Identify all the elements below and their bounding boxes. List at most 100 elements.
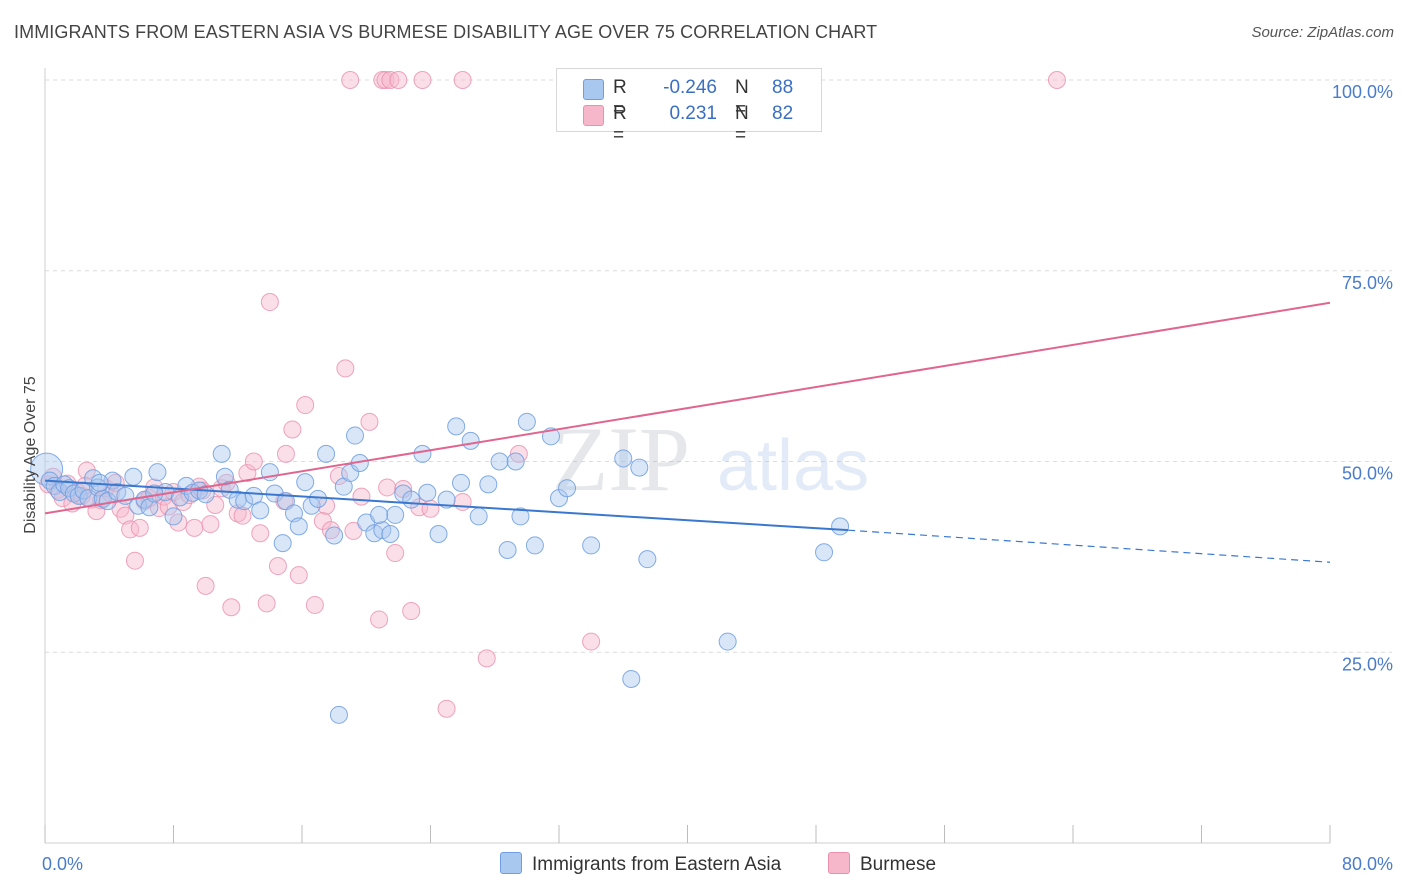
burmese-point (238, 463, 257, 482)
burmese-point (376, 71, 395, 89)
legend-swatch-blue (583, 79, 604, 100)
burmese-point (106, 473, 125, 492)
eastern-asia-point (273, 534, 292, 553)
legend-r-value: 0.231 (669, 103, 717, 124)
eastern-asia-point (638, 550, 657, 569)
burmese-point (378, 478, 397, 497)
eastern-asia-point (251, 501, 270, 520)
gridlines (45, 79, 1392, 653)
eastern-asia-point (517, 412, 536, 431)
legend-swatch-pink (583, 105, 604, 126)
burmese-point (289, 566, 308, 585)
watermark-atlas: atlas (717, 426, 869, 506)
y-tick-label: 100.0% (1332, 82, 1393, 102)
y-tick-label: 50.0% (1342, 464, 1393, 484)
burmese-point (421, 499, 440, 518)
eastern-asia-point (718, 632, 737, 651)
eastern-asia-point (402, 490, 421, 509)
eastern-asia-point (296, 473, 315, 492)
eastern-asia-point (325, 526, 344, 545)
burmese-point (268, 557, 287, 576)
burmese-point (116, 506, 135, 525)
legend-n-value: 88 (772, 77, 794, 98)
burmese-point (360, 412, 379, 431)
bottom-legend-eastern-asia: Immigrants from Eastern Asia (500, 852, 781, 876)
burmese-point (413, 71, 432, 89)
burmese-point (150, 499, 169, 518)
burmese-point (201, 515, 220, 534)
eastern-asia-point (418, 483, 437, 502)
eastern-asia-point (815, 543, 834, 562)
eastern-asia-point (490, 452, 509, 471)
burmese-point (402, 602, 421, 621)
burmese-point (283, 420, 302, 439)
eastern-asia-point (447, 417, 466, 436)
burmese-point (582, 632, 601, 651)
legend-r-value: -0.246 (663, 77, 717, 98)
eastern-asia-point (498, 541, 517, 560)
burmese-point (437, 699, 456, 718)
eastern-asia-point (140, 498, 159, 517)
burmese-point (77, 461, 96, 480)
eastern-asia-point (831, 517, 850, 536)
bottom-legend-label: Burmese (860, 854, 937, 875)
chart-title: IMMIGRANTS FROM EASTERN ASIA VS BURMESE … (14, 22, 878, 42)
watermark: ZIP atlas (552, 408, 869, 510)
burmese-point (341, 71, 360, 89)
y-tick-label: 75.0% (1342, 273, 1393, 293)
eastern-asia-trend-line (44, 479, 849, 532)
legend-n-label: N = (735, 103, 749, 146)
bottom-legend-swatch-pink (828, 852, 850, 874)
eastern-asia-point (429, 524, 448, 543)
burmese-points (39, 71, 1066, 718)
eastern-asia-point (317, 444, 336, 463)
tick-labels: 25.0% 50.0% 75.0% 100.0% 0.0% 80.0% (42, 82, 1393, 874)
eastern-asia-point (64, 484, 83, 503)
burmese-point (125, 551, 144, 570)
eastern-asia-point (289, 517, 308, 536)
burmese-point (244, 452, 263, 471)
eastern-asia-point (341, 463, 360, 482)
watermark-zip: ZIP (552, 408, 690, 510)
eastern-asia-point (452, 473, 471, 492)
eastern-asia-point (370, 505, 389, 524)
eastern-asia-point (346, 426, 365, 445)
burmese-point (1047, 71, 1066, 89)
burmese-point (477, 649, 496, 668)
burmese-point (389, 71, 408, 89)
burmese-trend-line (44, 301, 1331, 515)
burmese-point (305, 595, 324, 614)
bottom-legend-label: Immigrants from Eastern Asia (532, 854, 782, 875)
eastern-asia-point (469, 507, 488, 526)
eastern-asia-point (437, 490, 456, 509)
eastern-asia-point (614, 449, 633, 468)
eastern-asia-points (30, 412, 850, 724)
burmese-point (296, 396, 315, 415)
eastern-asia-point (212, 444, 231, 463)
legend-n-label: N = (735, 77, 749, 120)
eastern-asia-point (461, 431, 480, 450)
x-tick-label: 80.0% (1342, 854, 1393, 874)
eastern-asia-point (124, 467, 143, 486)
burmese-point (169, 513, 188, 532)
burmese-point (336, 359, 355, 378)
legend-r-label: R = (613, 77, 627, 120)
burmese-point (352, 487, 371, 506)
eastern-asia-point (381, 524, 400, 543)
burmese-point (453, 71, 472, 89)
legend-n-value: 82 (772, 103, 794, 124)
correlation-legend: R = -0.246 N = 88 R = 0.231 N = 82 (556, 68, 822, 146)
bottom-legend-swatch-blue (500, 852, 522, 874)
axes (44, 68, 1331, 844)
eastern-asia-point (386, 505, 405, 524)
burmese-point (276, 444, 295, 463)
eastern-asia-trend-extension (848, 529, 1331, 563)
eastern-asia-point (148, 463, 167, 482)
burmese-point (257, 594, 276, 613)
burmese-point (370, 610, 389, 629)
eastern-asia-point (558, 479, 577, 498)
burmese-point (453, 492, 472, 511)
eastern-asia-point (60, 479, 79, 498)
eastern-asia-point (582, 536, 601, 555)
